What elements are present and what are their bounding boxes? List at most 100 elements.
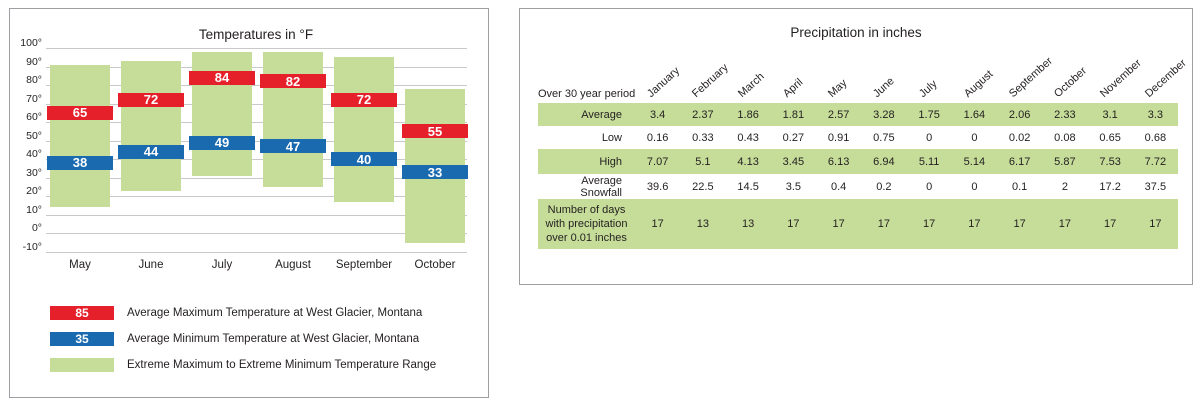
legend-row: 35 Average Minimum Temperature at West Gl…: [50, 332, 436, 346]
column-header: March: [726, 47, 771, 103]
table-cell: 3.4: [649, 108, 666, 121]
x-axis-month-label: July: [211, 259, 233, 271]
table-cell: 0.75: [873, 131, 895, 144]
column-header: January: [635, 47, 683, 103]
table-row: Number of days with precipitation over 0…: [538, 199, 1178, 249]
table-cell: 2.06: [1008, 108, 1031, 121]
y-axis-tick-label: 0°: [31, 222, 42, 235]
column-header: August: [952, 47, 997, 103]
y-axis-tick-label: -10°: [22, 241, 42, 253]
temperature-chart-panel: Temperatures in °F 100° 90° 80° 70° 60° 50° 40…: [9, 8, 489, 398]
table-cell: 2: [1061, 180, 1068, 193]
table-cell: 7.72: [1144, 155, 1167, 168]
temperature-legend: 85 Average Maximum Temperature at West Gl…: [50, 306, 436, 384]
row-label: High: [599, 155, 622, 168]
table-cell: 17: [1104, 218, 1117, 230]
table-row: Low 0.16 0.33 0.43 0.27 0.91 0.75 0 0 0.02 0.08 0.6…: [538, 126, 1178, 149]
column-header-label: April: [780, 76, 806, 100]
table-cell: 17: [787, 218, 800, 230]
table-cell: 13: [696, 218, 709, 230]
y-axis-tick-label: 90°: [26, 55, 42, 68]
column-header-label: August: [961, 68, 996, 100]
row-label: Number of days with precipitation over 0…: [545, 203, 628, 245]
table-cell: 17.2: [1099, 180, 1121, 193]
y-gridline: [46, 252, 467, 253]
y-axis-tick-label: 60°: [26, 111, 42, 124]
x-axis-month-label: May: [69, 259, 91, 271]
green-legend-swatch: [50, 358, 114, 372]
table-cell: 22.5: [692, 180, 714, 193]
y-gridline: [46, 233, 467, 235]
table-cell: 0.91: [827, 131, 850, 144]
table-cell: 5.87: [1054, 155, 1076, 168]
table-cell: 3.3: [1147, 108, 1164, 121]
table-cell: 5.1: [695, 155, 711, 168]
y-axis-tick-label: 100°: [20, 37, 42, 49]
extreme-range-bar: [263, 51, 323, 188]
table-cell: 17: [1058, 218, 1071, 230]
y-gridline: [46, 85, 467, 87]
precipitation-table-panel: Precipitation in inches Over 30 year per…: [519, 8, 1193, 285]
avg-max-bar: 72: [331, 92, 397, 107]
table-cell: 17: [651, 218, 664, 230]
table-row: Average 3.4 2.37 1.86 1.81 2.57 3.28 1.75 1.64 2.…: [538, 103, 1178, 126]
table-cell: 1.86: [737, 108, 759, 121]
temperature-plot-area: 100° 90° 80° 70° 60° 50° 40° 30° 20° 10° 0° -10° 65 3…: [10, 37, 490, 271]
table-cell: 17: [923, 218, 936, 230]
column-header: July: [907, 47, 952, 103]
row-label: Low: [601, 131, 622, 144]
y-axis-tick-label: 10°: [26, 203, 42, 216]
table-cell: 5.11: [918, 155, 940, 168]
avg-max-bar: 72: [118, 92, 184, 107]
y-axis-tick-label: 30°: [26, 166, 42, 179]
table-cell: 3.1: [1102, 108, 1118, 121]
table-cell: 6.17: [1008, 155, 1031, 168]
red-legend-swatch: 85: [50, 306, 114, 320]
column-header: December: [1133, 47, 1189, 103]
avg-min-bar: 49: [189, 135, 255, 150]
y-axis-tick-label: 80°: [26, 74, 42, 87]
y-axis-tick-label: 20°: [26, 185, 42, 198]
row-header-label: Over 30 year period: [538, 88, 636, 100]
avg-max-bar: 84: [189, 70, 255, 85]
row-label: Average Snowfall: [580, 174, 622, 199]
table-cell: 17: [1013, 218, 1026, 230]
table-cell: 0.2: [876, 180, 892, 193]
x-axis-month-label: October: [414, 259, 456, 271]
legend-label: Extreme Maximum to Extreme Minimum Tempe…: [127, 359, 437, 371]
avg-max-bar: 55: [402, 124, 468, 139]
table-cell: 0.33: [692, 131, 714, 144]
avg-min-bar: 44: [118, 144, 184, 159]
column-header-label: July: [916, 77, 940, 100]
table-cell: 7.07: [646, 155, 669, 168]
y-gridline: [46, 214, 467, 216]
table-cell: 17: [832, 218, 845, 230]
row-label: Average: [581, 108, 622, 121]
y-gridline: [46, 66, 467, 68]
table-header-row: Over 30 year period January February March A…: [538, 47, 1189, 103]
table-cell: 0.16: [646, 131, 669, 144]
table-cell: 0.43: [737, 131, 759, 144]
precipitation-table: Over 30 year period January February March A…: [538, 47, 1189, 249]
table-cell: 0.27: [782, 131, 805, 144]
table-cell: 0.68: [1144, 131, 1167, 144]
table-cell: 2.33: [1054, 108, 1076, 121]
column-header: September: [997, 47, 1055, 103]
y-gridline: [46, 159, 467, 161]
column-header-label: January: [645, 64, 683, 100]
table-cell: 4.13: [737, 155, 759, 168]
x-axis-month-label: September: [335, 259, 393, 271]
precipitation-table-title: Precipitation in inches: [790, 25, 922, 40]
table-cell: 17: [877, 218, 890, 230]
avg-max-bar: 65: [47, 105, 113, 120]
column-header: June: [861, 47, 906, 103]
table-cell: 14.5: [737, 180, 759, 193]
column-header-label: October: [1052, 64, 1090, 100]
temperature-chart-title: Temperatures in °F: [198, 27, 314, 42]
blue-legend-swatch: 35: [50, 332, 114, 346]
legend-label: Average Minimum Temperature at West Glac…: [127, 333, 420, 345]
column-header-label: December: [1142, 57, 1189, 100]
table-cell: 7.53: [1099, 155, 1121, 168]
avg-min-bar: 33: [402, 165, 468, 180]
table-cell: 39.6: [646, 180, 669, 193]
